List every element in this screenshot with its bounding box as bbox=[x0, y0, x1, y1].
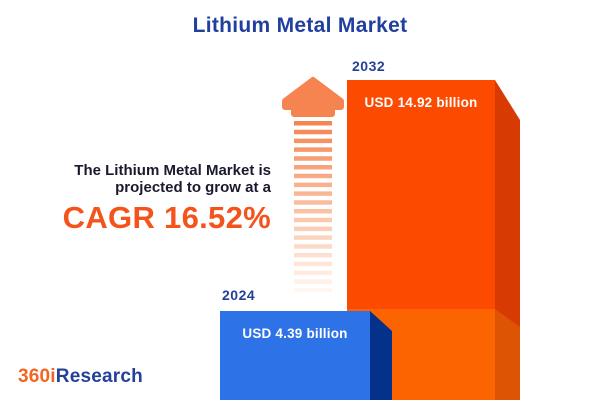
bar-value-2024: USD 4.39 billion bbox=[242, 326, 348, 341]
cagr-value: CAGR 16.52% bbox=[62, 200, 271, 235]
brand-logo: 360iResearch bbox=[18, 366, 143, 388]
growth-arrow-head-outline bbox=[282, 77, 344, 117]
bar-value-2032: USD 14.92 billion bbox=[364, 95, 478, 110]
bar-2024-front bbox=[220, 311, 370, 400]
brand-logo-research: Research bbox=[55, 366, 143, 387]
intro-line-2: projected to grow at a bbox=[115, 179, 271, 196]
intro-text: The Lithium Metal Market is projected to… bbox=[40, 162, 271, 196]
page-title: Lithium Metal Market bbox=[192, 14, 408, 37]
bar-2024-side bbox=[370, 311, 392, 400]
year-label-2024: 2024 bbox=[222, 287, 256, 303]
brand-logo-360i: 360i bbox=[18, 366, 56, 387]
growth-arrow-up-icon bbox=[285, 80, 341, 114]
year-label-2032: 2032 bbox=[352, 58, 386, 74]
intro-line-1: The Lithium Metal Market is bbox=[74, 162, 271, 179]
bar-2032-side-lower bbox=[495, 309, 520, 400]
